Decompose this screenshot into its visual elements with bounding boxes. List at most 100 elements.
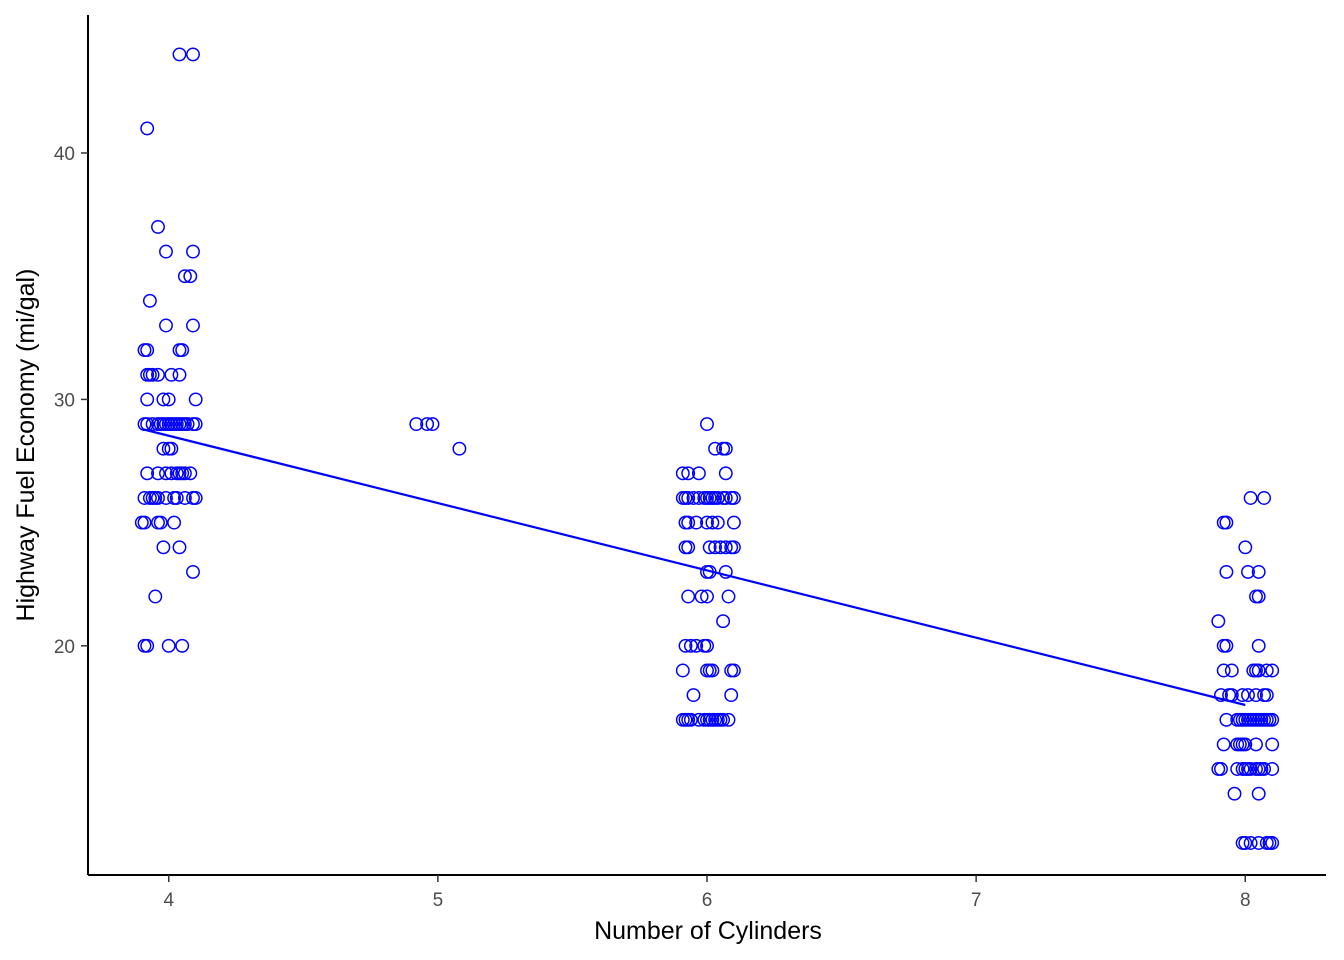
data-point bbox=[156, 392, 171, 407]
x-axis-ticks: 4 5 6 7 8 bbox=[163, 875, 1251, 911]
data-point bbox=[1227, 786, 1242, 801]
data-point bbox=[156, 540, 171, 555]
data-point bbox=[140, 392, 155, 407]
data-point bbox=[151, 367, 165, 382]
data-point bbox=[697, 638, 712, 653]
data-point bbox=[159, 244, 173, 259]
data-point bbox=[1243, 762, 1258, 776]
data-point bbox=[188, 417, 203, 432]
data-point bbox=[675, 466, 690, 481]
data-point bbox=[172, 367, 187, 382]
data-point bbox=[1211, 614, 1226, 629]
data-point bbox=[142, 293, 157, 308]
data-point bbox=[151, 491, 165, 505]
data-point bbox=[1249, 589, 1263, 604]
data-point bbox=[716, 712, 731, 727]
data-point bbox=[183, 466, 198, 481]
data-point bbox=[183, 269, 198, 284]
data-point bbox=[151, 515, 165, 530]
data-point bbox=[1243, 836, 1258, 850]
data-point bbox=[702, 663, 717, 678]
data-point bbox=[686, 688, 701, 703]
data-point bbox=[137, 515, 152, 530]
data-point bbox=[159, 491, 173, 505]
data-point bbox=[409, 417, 424, 432]
data-point bbox=[151, 466, 165, 481]
data-point bbox=[705, 663, 720, 678]
data-point bbox=[713, 540, 728, 555]
data-point bbox=[175, 638, 190, 653]
data-point bbox=[678, 540, 693, 555]
data-point bbox=[145, 417, 160, 432]
data-point bbox=[1249, 688, 1263, 703]
data-point bbox=[1219, 515, 1234, 530]
data-point bbox=[700, 589, 714, 604]
data-point bbox=[137, 343, 152, 358]
data-point bbox=[1259, 688, 1274, 703]
data-point bbox=[1211, 762, 1226, 776]
data-point bbox=[186, 491, 200, 505]
data-point bbox=[1265, 663, 1280, 678]
data-point bbox=[681, 491, 696, 505]
data-point bbox=[718, 441, 733, 456]
data-point bbox=[1251, 786, 1266, 801]
data-point bbox=[159, 466, 173, 481]
data-point bbox=[716, 614, 731, 629]
data-point bbox=[1216, 515, 1231, 530]
data-point bbox=[1219, 638, 1234, 653]
data-point bbox=[188, 392, 203, 407]
data-point bbox=[452, 441, 467, 456]
data-point bbox=[140, 343, 155, 358]
data-point bbox=[710, 515, 725, 530]
data-point bbox=[1259, 663, 1274, 678]
data-point bbox=[1251, 589, 1266, 604]
x-tick-label: 5 bbox=[433, 890, 444, 911]
data-point bbox=[691, 712, 706, 727]
data-point bbox=[420, 417, 435, 432]
data-point bbox=[1251, 638, 1266, 653]
data-point bbox=[681, 515, 696, 530]
data-point bbox=[1251, 836, 1266, 850]
data-point bbox=[1243, 491, 1258, 505]
data-point bbox=[718, 491, 733, 505]
data-point bbox=[710, 491, 725, 505]
data-point bbox=[175, 343, 190, 358]
y-axis-title: Highway Fuel Economy (mi/gal) bbox=[12, 269, 40, 622]
data-point bbox=[708, 441, 723, 456]
data-point bbox=[718, 540, 733, 555]
x-axis-title: Number of Cylinders bbox=[594, 917, 822, 945]
y-axis-ticks: 20 30 40 bbox=[54, 144, 88, 658]
data-point bbox=[726, 515, 741, 530]
data-point bbox=[1219, 712, 1234, 727]
data-point bbox=[726, 491, 741, 505]
data-point bbox=[177, 491, 192, 505]
data-point bbox=[186, 47, 200, 62]
data-point bbox=[718, 564, 733, 579]
data-point bbox=[145, 367, 160, 382]
data-point bbox=[1241, 688, 1255, 703]
data-point bbox=[1257, 491, 1272, 505]
y-tick-label: 30 bbox=[54, 390, 75, 411]
data-point bbox=[164, 441, 179, 456]
data-point bbox=[153, 515, 168, 530]
data-point bbox=[186, 244, 200, 259]
data-point bbox=[686, 491, 701, 505]
data-point bbox=[169, 491, 184, 505]
x-tick-label: 6 bbox=[702, 890, 713, 911]
data-point bbox=[705, 515, 720, 530]
data-point bbox=[689, 638, 704, 653]
data-point bbox=[151, 219, 165, 234]
data-point bbox=[188, 491, 203, 505]
data-point bbox=[1251, 663, 1266, 678]
scatter-points bbox=[134, 47, 1280, 850]
data-point bbox=[134, 515, 149, 530]
data-point bbox=[180, 417, 195, 432]
data-point bbox=[1214, 762, 1228, 776]
data-point bbox=[700, 417, 714, 432]
data-point bbox=[137, 491, 152, 505]
data-point bbox=[726, 540, 741, 555]
data-point bbox=[1216, 737, 1231, 752]
data-point bbox=[177, 269, 192, 284]
data-point bbox=[140, 466, 155, 481]
data-point bbox=[1251, 564, 1266, 579]
